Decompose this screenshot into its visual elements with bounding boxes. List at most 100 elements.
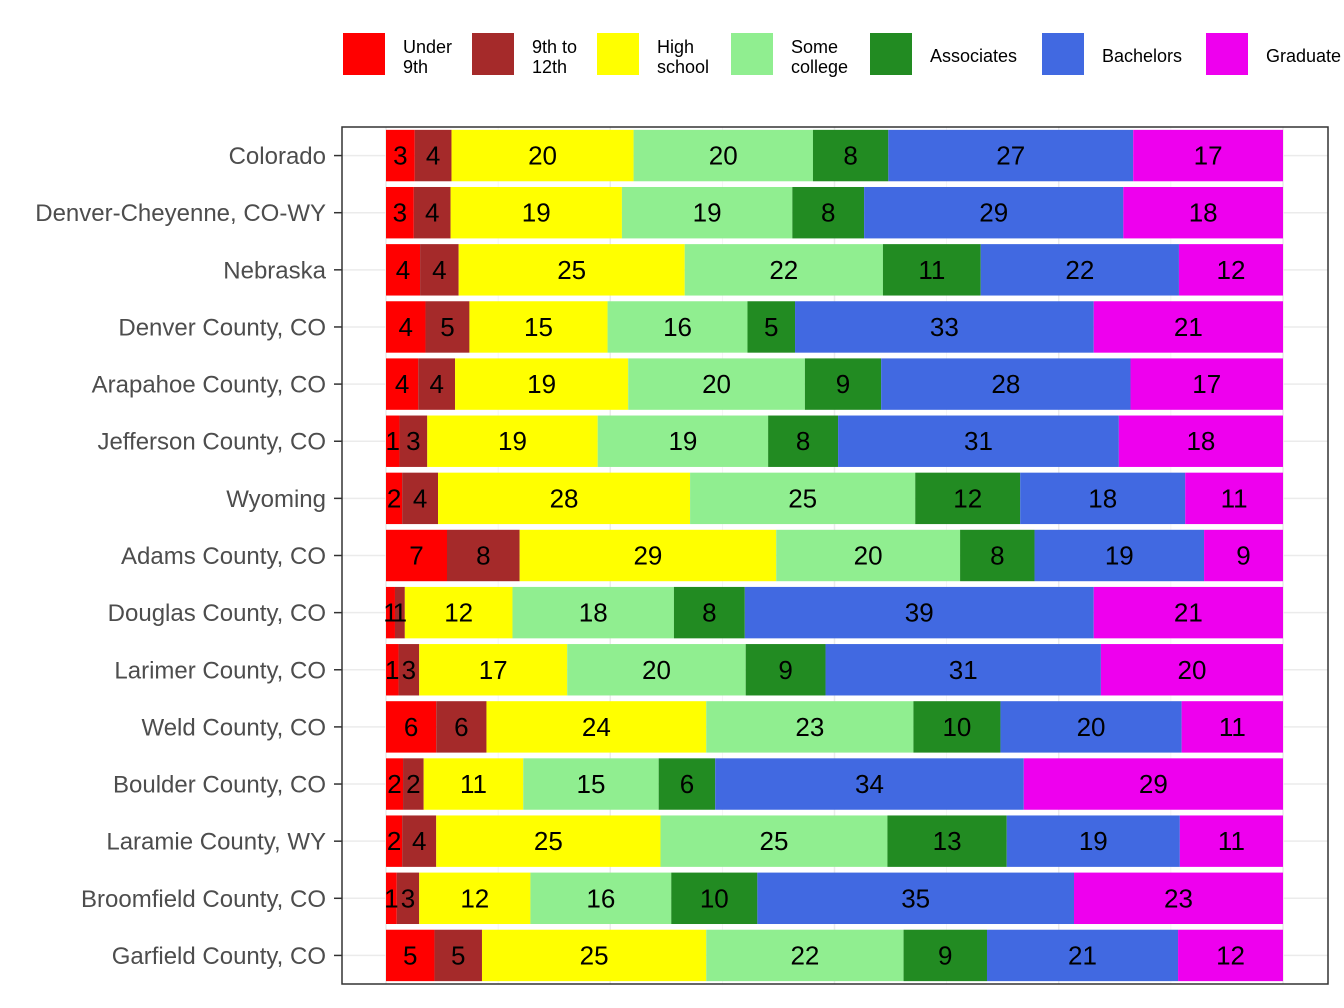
y-axis-tick-label: Douglas County, CO (108, 600, 326, 627)
y-axis-tick-label: Denver-Cheyenne, CO-WY (35, 200, 326, 227)
bar-segment-under-9th (386, 701, 437, 753)
value-label: 20 (1177, 655, 1206, 685)
value-label: 20 (854, 541, 883, 571)
bar-segment-associates (882, 244, 981, 296)
value-label: 25 (557, 255, 586, 285)
value-label: 7 (409, 541, 423, 571)
value-label: 20 (642, 655, 671, 685)
bar-segment-associates (804, 358, 882, 410)
legend-key-associates (870, 33, 912, 75)
legend-label: college (791, 57, 848, 77)
legend-label: school (657, 57, 709, 77)
bar-segment-high-school (404, 586, 513, 639)
value-label: 8 (990, 541, 1004, 571)
legend-label: Associates (930, 46, 1017, 66)
value-label: 18 (1088, 483, 1117, 513)
bar-segment-under-9th (386, 872, 397, 925)
bar-segment-graduate (1073, 872, 1283, 925)
bar-segment-graduate (1181, 701, 1283, 753)
value-label: 22 (1065, 255, 1094, 285)
value-label: 20 (702, 369, 731, 399)
bar-segment-graduate (1100, 644, 1283, 696)
bar-segment-associates (747, 301, 796, 353)
value-label: 12 (1217, 255, 1246, 285)
value-label: 3 (406, 426, 420, 456)
value-label: 8 (796, 426, 810, 456)
bar-segment-high-school (469, 301, 608, 353)
value-label: 11 (1221, 483, 1248, 513)
value-label: 4 (413, 483, 427, 513)
chart-y-axis: Colorado Denver-Cheyenne, CO-WY Nebraska De… (35, 143, 342, 970)
bar-segment-9th-to-12th (398, 644, 420, 696)
bar-segment-some-college (706, 929, 904, 982)
bar-segment-bachelors (1000, 701, 1182, 753)
value-label: 2 (387, 483, 401, 513)
value-label: 1 (385, 426, 399, 456)
bar-segment-graduate (1133, 129, 1283, 182)
value-label: 20 (709, 141, 738, 171)
plot-panel-border (341, 126, 1329, 985)
value-label: 25 (788, 483, 817, 513)
value-label: 25 (534, 826, 563, 856)
chart-bars (386, 129, 1283, 982)
value-label: 2 (406, 769, 420, 799)
bar-segment-high-school (519, 529, 777, 582)
value-label: 18 (1189, 198, 1218, 228)
bar-segment-high-school (419, 644, 568, 696)
bar-segment-some-college (628, 358, 805, 410)
y-axis-tick-label: Garfield County, CO (112, 943, 326, 970)
y-axis-tick-label: Wyoming (226, 486, 326, 513)
bar-segment-9th-to-12th (446, 529, 520, 582)
legend-key-graduate (1206, 33, 1248, 75)
legend-item-bachelors: Bachelors (1042, 33, 1182, 75)
y-axis-tick-label: Arapahoe County, CO (92, 372, 326, 399)
y-axis-tick-label: Broomfield County, CO (81, 886, 326, 913)
bar-segment-bachelors (715, 758, 1024, 810)
bar-segment-9th-to-12th (418, 358, 456, 410)
value-label: 27 (996, 141, 1025, 171)
value-label: 10 (700, 883, 729, 913)
bar-segment-some-college (660, 815, 888, 867)
value-label: 35 (901, 883, 930, 913)
y-axis-tick-label: Laramie County, WY (106, 829, 326, 856)
value-label: 12 (1216, 940, 1245, 970)
value-label: 22 (790, 940, 819, 970)
value-label: 15 (577, 769, 606, 799)
value-label: 15 (524, 312, 553, 342)
bar-segment-9th-to-12th (396, 872, 420, 925)
y-axis-tick-label: Larimer County, CO (114, 657, 326, 684)
bar-segment-9th-to-12th (402, 472, 439, 525)
bar-segment-some-college (607, 301, 748, 353)
value-label: 8 (476, 541, 490, 571)
bar-segment-some-college (621, 186, 793, 239)
value-label: 1 (393, 598, 407, 628)
legend-item-graduate: Graduate (1206, 33, 1341, 75)
bar-segment-bachelors (744, 586, 1094, 639)
value-label: 17 (1192, 369, 1221, 399)
value-label: 9 (1236, 541, 1250, 571)
bar-segment-high-school (419, 872, 531, 925)
value-label: 6 (404, 712, 418, 742)
legend-label: 9th (403, 57, 428, 77)
value-label: 8 (843, 141, 857, 171)
bar-segment-graduate (1130, 358, 1283, 410)
value-label: 34 (855, 769, 884, 799)
value-label: 9 (778, 655, 792, 685)
bar-segment-bachelors (1006, 815, 1180, 867)
value-label: 11 (1219, 712, 1246, 742)
bar-segment-some-college (706, 701, 914, 753)
bar-segment-associates (658, 758, 716, 810)
value-label: 28 (550, 483, 579, 513)
bar-segment-some-college (776, 529, 961, 582)
bar-segment-under-9th (386, 644, 399, 696)
y-axis-tick-label: Boulder County, CO (113, 772, 326, 799)
value-label: 9 (836, 369, 850, 399)
bar-segment-high-school (455, 358, 629, 410)
bar-segment-under-9th (386, 586, 395, 639)
value-label: 22 (769, 255, 798, 285)
chart-value-labels: 3 4 20 20 8 27 173 4 19 19 8 29 184 4 25 22 11 22 124 5 15 16… (383, 141, 1251, 971)
bar-segment-under-9th (386, 301, 426, 353)
bar-segment-associates (887, 815, 1007, 867)
bar-segment-bachelors (881, 358, 1131, 410)
